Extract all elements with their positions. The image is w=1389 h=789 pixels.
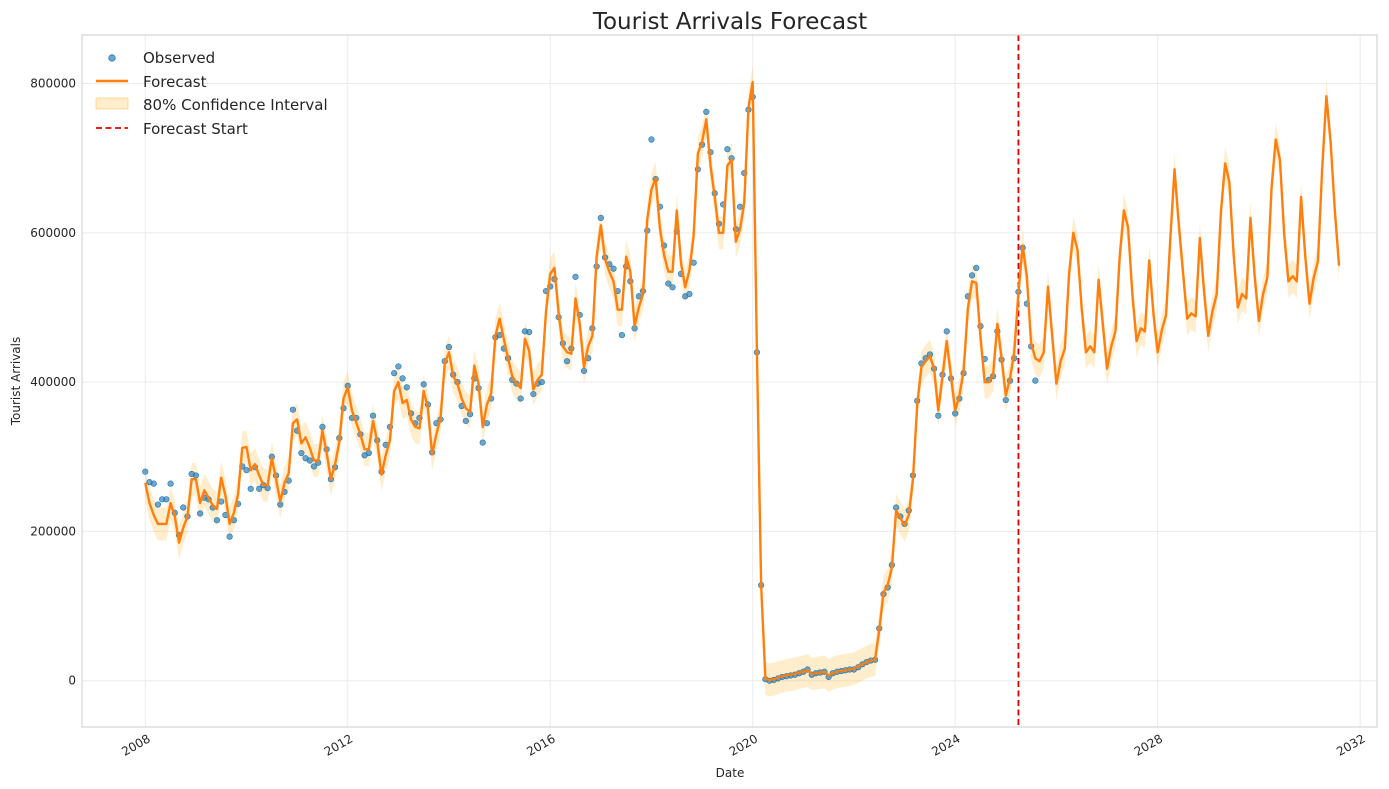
y-tick-label: 800000 — [30, 77, 76, 91]
observed-point — [648, 136, 655, 143]
observed-point — [167, 480, 174, 487]
observed-point — [665, 280, 672, 287]
observed-point — [180, 504, 187, 511]
y-axis-ticks: 0 200000 400000 600000 800000 — [30, 77, 76, 688]
x-tick-label: 2016 — [524, 731, 557, 758]
observed-point — [154, 501, 162, 508]
y-tick-label: 400000 — [30, 375, 76, 389]
y-axis-title: Tourist Arrivals — [9, 337, 23, 427]
observed-point — [572, 273, 579, 280]
observed-point — [310, 463, 318, 470]
x-tick-label: 2008 — [119, 731, 152, 758]
observed-point — [226, 533, 233, 540]
observed-point — [580, 367, 588, 375]
grid-lines — [82, 35, 1377, 727]
observed-point — [403, 384, 410, 391]
observed-point — [142, 468, 149, 475]
observed-point — [563, 358, 571, 365]
forecast-line — [144, 80, 1341, 682]
legend-forecast-start-label: Forecast Start — [143, 120, 248, 138]
observed-point — [736, 203, 744, 210]
legend-interval-marker — [95, 97, 129, 110]
observed-point — [399, 375, 406, 382]
x-tick-label: 2020 — [727, 731, 760, 758]
x-axis-ticks: 2008 2012 2016 2020 2024 2028 2032 — [119, 731, 1367, 758]
observed-point — [968, 272, 976, 279]
legend-observed-label: Observed — [143, 49, 215, 67]
y-tick-label: 600000 — [30, 226, 76, 240]
observed-point — [530, 390, 537, 398]
observed-point — [1002, 396, 1009, 404]
observed-point — [420, 381, 427, 388]
observed-point — [618, 331, 626, 339]
observed-point — [526, 329, 533, 336]
observed-point — [256, 485, 263, 492]
legend-observed-marker — [108, 54, 116, 62]
observed-point — [538, 379, 545, 386]
observed-point — [462, 417, 469, 425]
observed-point — [150, 480, 157, 487]
observed-point — [610, 265, 617, 272]
legend-interval-label: 80% Confidence Interval — [143, 96, 328, 114]
y-tick-label: 0 — [68, 674, 76, 688]
observed-point — [724, 146, 731, 153]
observed-point — [306, 457, 313, 464]
legend: Observed Forecast 80% Confidence Interva… — [95, 49, 328, 138]
forecast-line-path — [144, 80, 1341, 682]
x-tick-label: 2012 — [322, 731, 355, 758]
observed-point — [197, 510, 204, 517]
observed-point — [669, 284, 676, 291]
observed-point — [973, 264, 980, 272]
observed-point — [192, 472, 199, 479]
observed-point — [289, 406, 297, 413]
x-axis-title: Date — [716, 766, 745, 780]
chart-title: Tourist Arrivals Forecast — [592, 9, 867, 35]
observed-point — [686, 290, 693, 298]
plot-frame — [81, 34, 1378, 728]
x-tick-label: 2024 — [929, 731, 962, 758]
observed-point — [445, 343, 453, 351]
observed-point — [479, 439, 486, 446]
observed-point — [247, 485, 254, 492]
x-tick-label: 2032 — [1334, 731, 1367, 758]
observed-point — [213, 517, 221, 524]
legend-forecast-label: Forecast — [143, 73, 207, 91]
observed-point — [365, 449, 372, 457]
observed-point — [369, 412, 377, 419]
observed-point — [243, 467, 250, 474]
observed-point — [163, 496, 170, 503]
observed-point — [597, 214, 604, 221]
y-tick-label: 200000 — [30, 524, 76, 538]
observed-point — [298, 449, 305, 457]
observed-point — [943, 328, 950, 335]
observed-point — [395, 363, 402, 370]
observed-point — [935, 412, 942, 419]
observed-point — [319, 423, 326, 431]
observed-point — [703, 108, 710, 115]
observed-point — [1032, 377, 1039, 384]
x-tick-label: 2028 — [1132, 731, 1165, 758]
observed-point — [391, 370, 398, 377]
observed-point — [517, 395, 524, 402]
plot-background — [82, 35, 1377, 727]
